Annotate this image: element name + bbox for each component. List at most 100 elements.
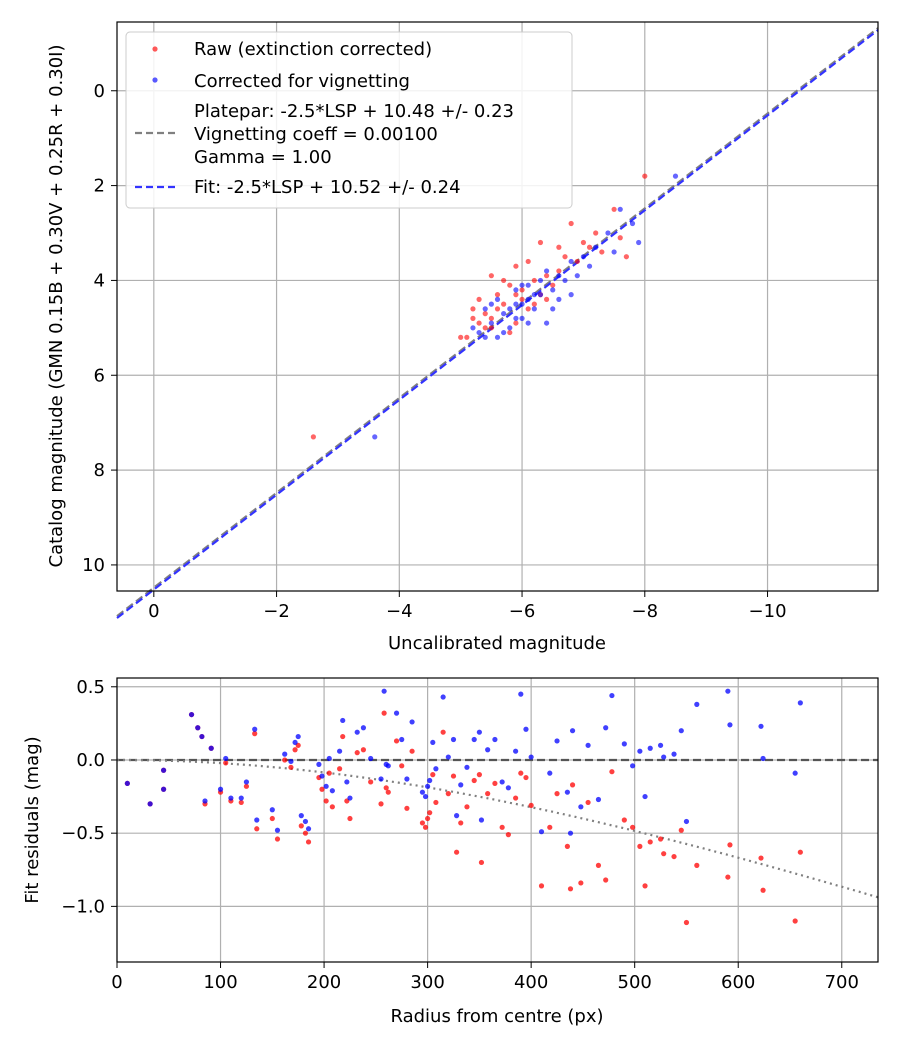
residuals-point xyxy=(603,877,609,883)
legend-raw-marker xyxy=(152,46,158,52)
residuals-point xyxy=(792,918,798,924)
residuals-point xyxy=(727,722,733,728)
residuals-point xyxy=(360,725,367,731)
residuals-point xyxy=(450,773,457,779)
calibration-point xyxy=(501,311,507,317)
calibration-point xyxy=(507,306,513,312)
residuals-point xyxy=(427,777,433,784)
legend-fit-label: Fit: -2.5*LSP + 10.52 +/- 0.24 xyxy=(194,177,461,198)
calibration-point xyxy=(556,296,562,302)
residuals-point xyxy=(243,783,250,789)
residuals-plot-background xyxy=(117,678,878,962)
residuals-point xyxy=(269,815,275,822)
residuals-x-tick-label: 200 xyxy=(307,972,341,993)
residuals-point xyxy=(422,793,429,800)
residuals-point xyxy=(329,788,335,794)
calibration-point xyxy=(605,230,611,236)
residuals-point xyxy=(471,736,477,743)
residuals-point xyxy=(368,779,374,785)
residuals-point xyxy=(513,795,519,801)
calibration-point xyxy=(525,306,531,312)
calibration-point xyxy=(507,282,513,288)
residuals-point xyxy=(254,817,260,823)
residuals-point xyxy=(458,782,464,788)
calibration-point xyxy=(519,301,525,307)
calibration-point xyxy=(593,244,599,250)
calibration-point xyxy=(525,296,531,302)
residuals-point xyxy=(238,799,244,806)
residuals-point xyxy=(252,726,258,732)
residuals-point xyxy=(319,786,325,792)
calibration-point xyxy=(525,320,531,326)
residuals-point xyxy=(578,804,584,810)
residuals-point xyxy=(269,807,275,813)
residuals-point xyxy=(454,849,460,855)
residuals-point xyxy=(578,880,584,886)
residuals-point xyxy=(569,782,576,788)
calibration-point xyxy=(513,315,519,321)
residuals-point xyxy=(427,810,433,816)
residuals-point xyxy=(409,719,415,725)
residuals-point xyxy=(419,789,426,795)
residuals-point xyxy=(523,726,529,732)
residuals-point xyxy=(223,760,229,766)
calibration-point xyxy=(501,277,507,284)
calibration-point xyxy=(488,315,494,321)
calibration-point xyxy=(556,244,562,250)
residuals-point xyxy=(671,751,677,757)
residuals-x-tick-label: 400 xyxy=(514,972,548,993)
residuals-point xyxy=(595,796,602,803)
residuals-point xyxy=(694,701,700,707)
calibration-point xyxy=(507,329,513,336)
residuals-point xyxy=(274,827,281,833)
residuals-point xyxy=(478,817,485,823)
residuals-point xyxy=(464,804,470,810)
residuals-point xyxy=(195,725,201,731)
calibration-point xyxy=(593,230,599,236)
calibration-y-tick-label: 6 xyxy=(94,365,105,386)
legend: Raw (extinction corrected) Corrected for… xyxy=(125,31,573,209)
residuals-point xyxy=(381,688,387,694)
residuals-point xyxy=(274,836,281,842)
residuals-point xyxy=(393,710,400,716)
residuals-point xyxy=(160,767,167,773)
residuals-point xyxy=(393,738,400,744)
calibration-point xyxy=(482,306,488,312)
residuals-point xyxy=(471,777,477,784)
calibration-point xyxy=(519,296,525,302)
residuals-point xyxy=(430,772,436,778)
residuals-point xyxy=(464,764,470,770)
calibration-y-axis-label: Catalog magnitude (GMN 0.15B + 0.30V + 0… xyxy=(46,44,67,567)
calibration-point xyxy=(543,268,550,274)
legend-corrected-marker xyxy=(152,77,158,83)
calibration-x-tick-label: 0 xyxy=(148,601,159,622)
calibration-point xyxy=(470,325,476,331)
residuals-point xyxy=(538,883,545,889)
residuals-point xyxy=(513,748,519,754)
residuals-point xyxy=(760,755,766,762)
residuals-point xyxy=(630,824,636,830)
legend-platepar-label: Platepar: -2.5*LSP + 10.48 +/- 0.23 Vigne… xyxy=(194,101,514,168)
residuals-point xyxy=(603,725,609,731)
residuals-point xyxy=(385,789,391,795)
residuals-point xyxy=(199,733,205,740)
calibration-point xyxy=(372,434,378,440)
calibration-point xyxy=(470,306,476,312)
residuals-point xyxy=(492,736,498,743)
residuals-vignetting-curve xyxy=(117,758,879,899)
calibration-point xyxy=(556,273,562,279)
residuals-point xyxy=(683,818,690,825)
calibration-point xyxy=(531,301,537,307)
residuals-point xyxy=(295,733,301,740)
calibration-point xyxy=(482,334,488,340)
residuals-point xyxy=(326,770,332,776)
calibration-point xyxy=(562,277,568,284)
calibration-point xyxy=(513,263,519,269)
calibration-plot-frame xyxy=(116,21,879,592)
residuals-point xyxy=(368,755,374,762)
calibration-point xyxy=(629,220,636,227)
residuals-point xyxy=(433,766,439,772)
residuals-point xyxy=(316,761,322,767)
calibration-point xyxy=(543,296,550,302)
